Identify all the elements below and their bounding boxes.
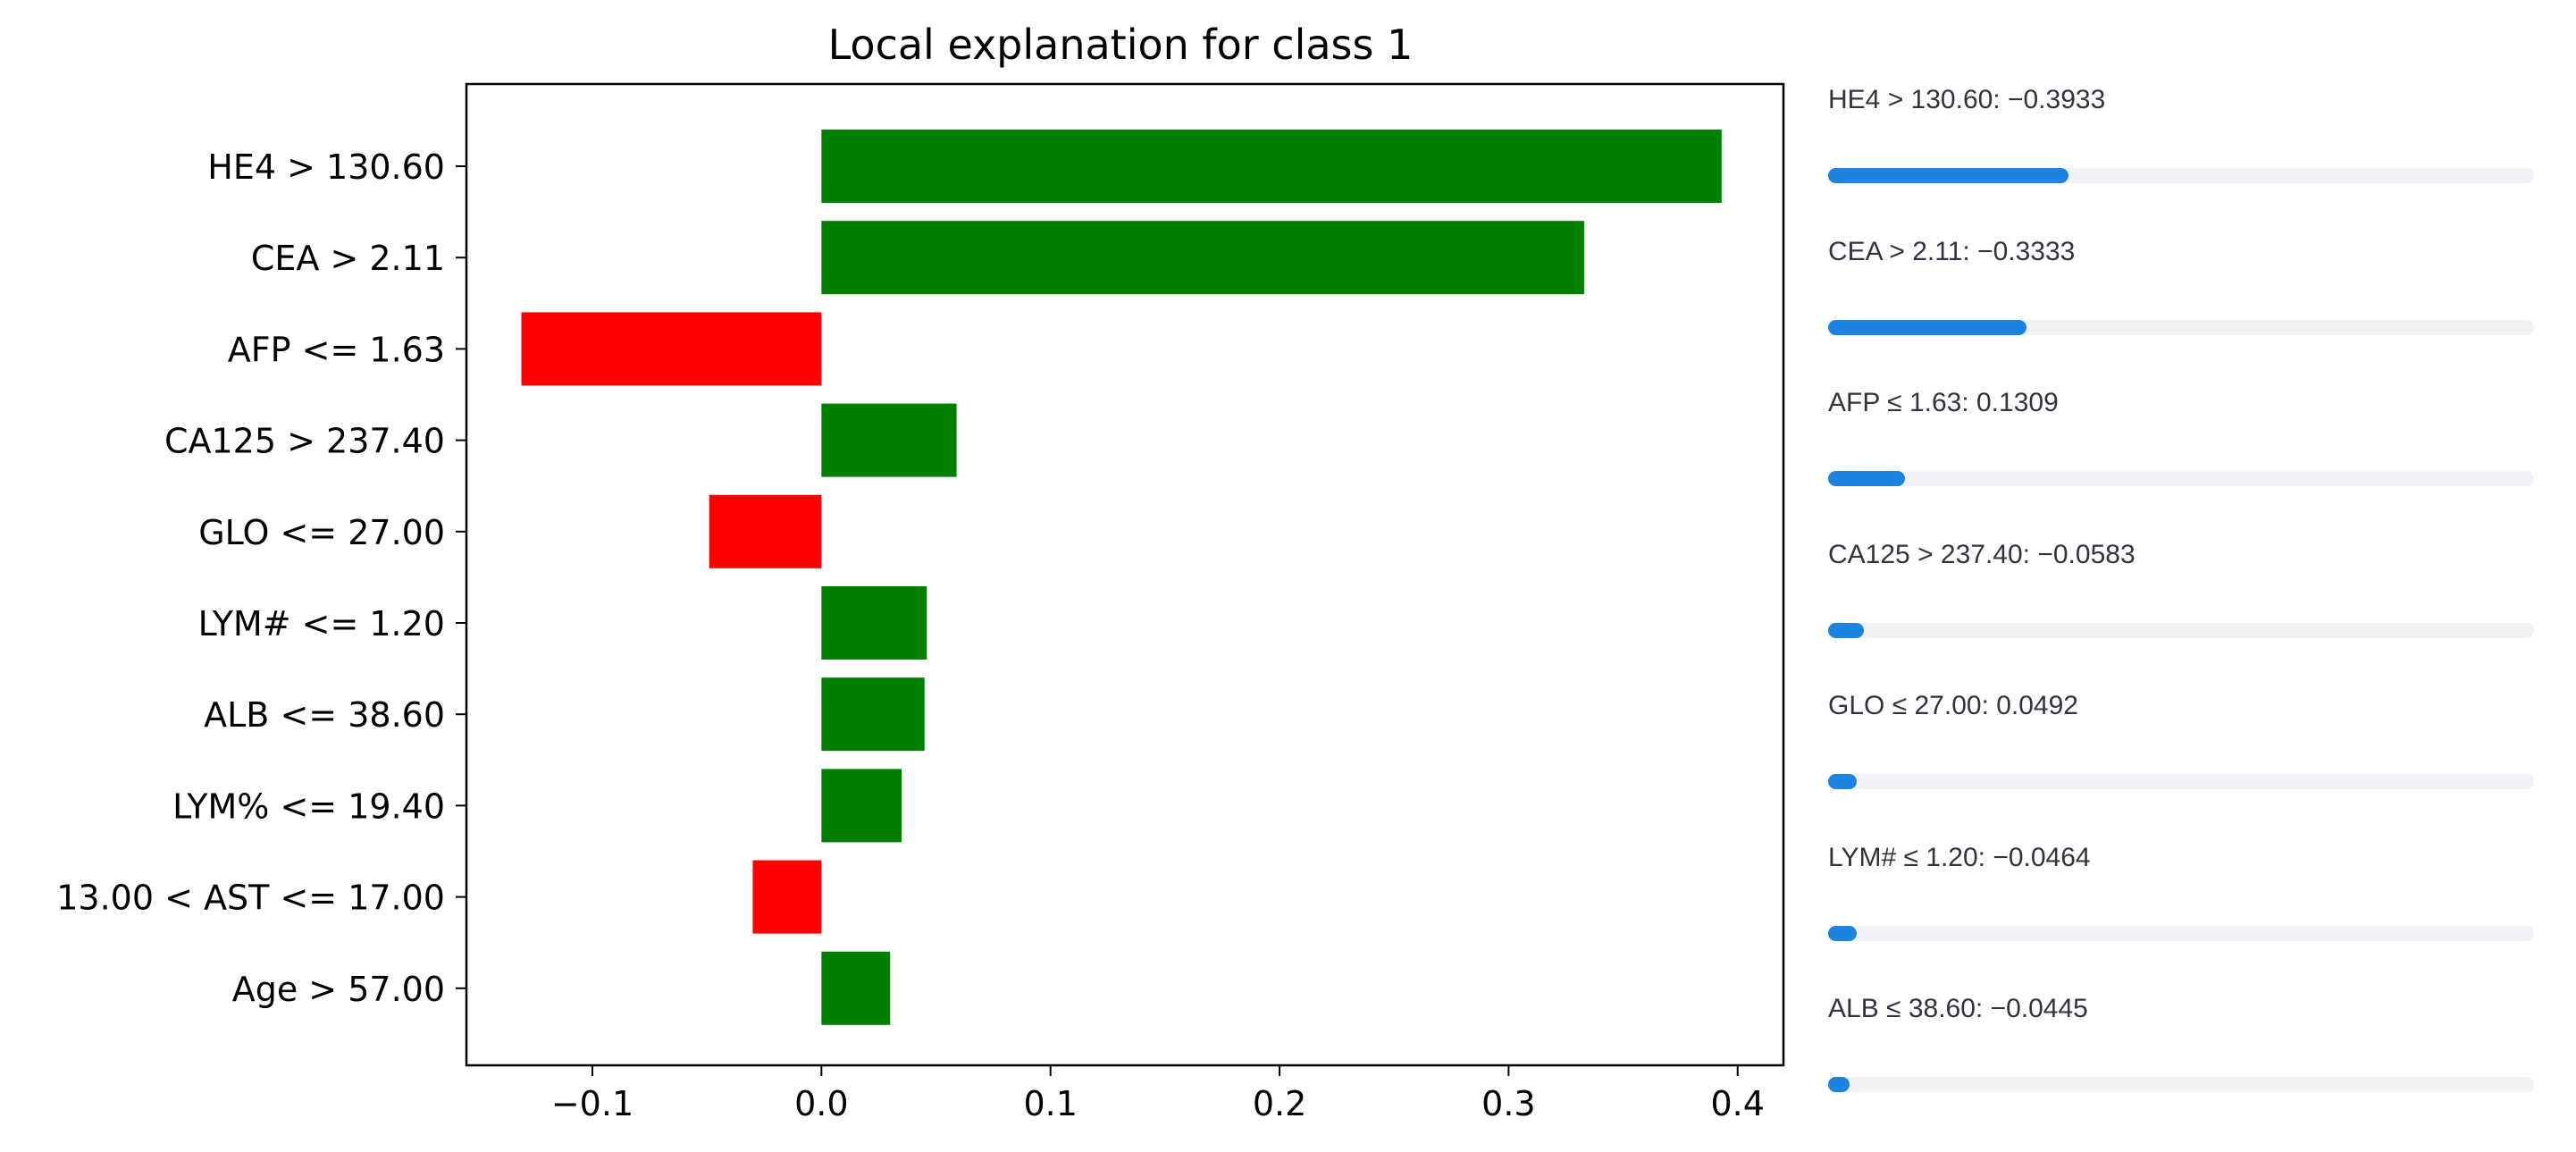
feature-weight-item: ALB ≤ 38.60: −0.0445 [1823,994,2538,1137]
feature-weight-item: AFP ≤ 1.63: 0.1309 [1823,388,2538,531]
progress-fill [1828,925,1857,941]
progress-track [1828,168,2534,183]
bar-4 [709,494,822,568]
progress-track [1828,925,2534,941]
y-tick-label: LYM# <= 1.20 [198,604,445,643]
feature-weight-item: LYM# ≤ 1.20: −0.0464 [1823,843,2538,986]
x-tick-label: 0.4 [1711,1084,1765,1123]
feature-weight-label: CEA > 2.11: −0.3333 [1828,236,2076,266]
bar-2 [521,312,822,386]
feature-weight-label: AFP ≤ 1.63: 0.1309 [1828,388,2059,417]
progress-fill [1828,622,1864,638]
x-tick-label: 0.3 [1481,1084,1535,1123]
plot-frame [465,82,1785,1067]
y-tick-label: 13.00 < AST <= 17.00 [56,879,445,918]
y-tick-label: LYM% <= 19.40 [172,786,445,826]
feature-weight-item: CA125 > 237.40: −0.0583 [1823,540,2538,683]
feature-weight-label: LYM# ≤ 1.20: −0.0464 [1828,842,2091,872]
y-tick-label: Age > 57.00 [232,970,445,1009]
bar-7 [821,769,902,843]
x-tick-label: −0.1 [551,1084,634,1123]
x-tick-label: 0.0 [794,1084,848,1123]
bar-3 [821,403,957,477]
progress-fill [1828,471,1905,486]
progress-track [1828,622,2534,638]
y-tick-label: AFP <= 1.63 [228,330,445,369]
bar-6 [821,677,925,752]
chart-title: Local explanation for class 1 [828,21,1414,69]
x-tick-label: 0.1 [1023,1084,1077,1123]
y-tick-label: CEA > 2.11 [251,239,445,278]
bar-1 [821,221,1584,295]
bar-9 [821,951,891,1025]
x-tick-label: 0.2 [1253,1084,1306,1123]
progress-track [1828,471,2534,486]
feature-weight-label: ALB ≤ 38.60: −0.0445 [1828,994,2088,1023]
y-tick-label: ALB <= 38.60 [204,695,445,735]
bar-5 [821,586,927,660]
progress-fill [1828,319,2026,335]
feature-weight-label: GLO ≤ 27.00: 0.0492 [1828,691,2078,720]
progress-track [1828,1077,2534,1092]
progress-fill [1828,168,2068,183]
feature-weight-item: CEA > 2.11: −0.3333 [1823,237,2538,380]
feature-weight-item: GLO ≤ 27.00: 0.0492 [1823,691,2538,834]
progress-fill [1828,774,1857,789]
feature-weight-label: HE4 > 130.60: −0.3933 [1828,85,2106,114]
feature-weight-item: HE4 > 130.60: −0.3933 [1823,85,2538,228]
y-tick-label: GLO <= 27.00 [198,513,445,552]
progress-track [1828,319,2534,335]
y-tick-label: CA125 > 237.40 [164,422,445,461]
feature-weight-panel: HE4 > 130.60: −0.3933 CEA > 2.11: −0.3333… [1823,0,2538,1152]
feature-weight-label: CA125 > 237.40: −0.0583 [1828,539,2135,569]
progress-track [1828,774,2534,789]
y-tick-label: HE4 > 130.60 [207,147,445,187]
bar-8 [752,860,822,934]
bar-0 [821,130,1722,203]
progress-fill [1828,1077,1850,1092]
